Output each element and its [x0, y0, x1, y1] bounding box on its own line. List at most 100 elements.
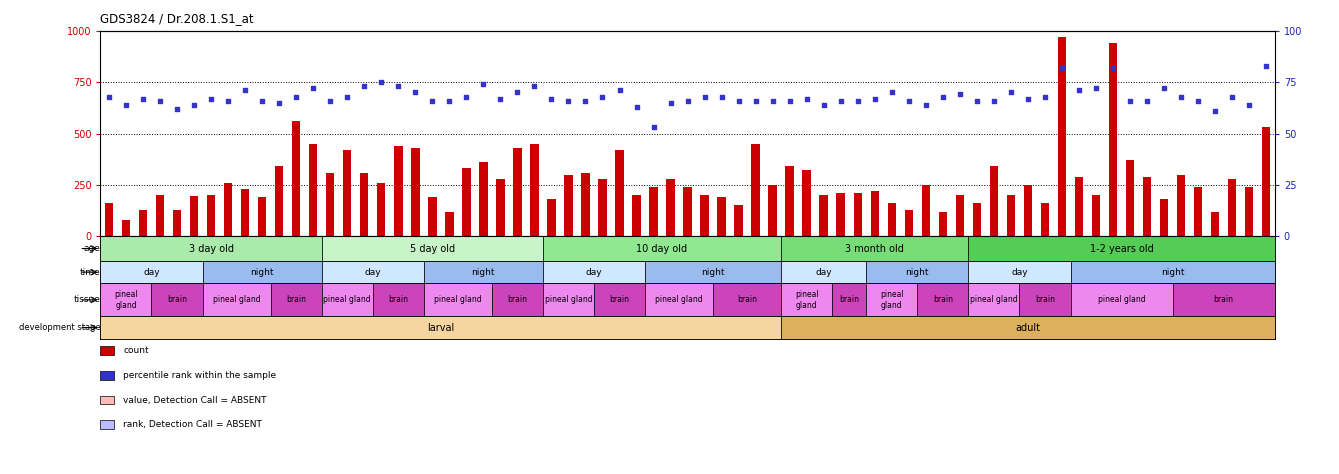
Point [660, 99, 682, 107]
Bar [100, 316, 781, 339]
Point [1137, 97, 1158, 104]
Point [574, 97, 596, 104]
Point [1102, 64, 1123, 72]
Text: brain: brain [1035, 295, 1055, 304]
Bar [100, 261, 202, 283]
Bar [683, 187, 692, 236]
Text: pineal gland: pineal gland [1098, 295, 1145, 304]
Point [625, 103, 647, 110]
Bar [781, 283, 833, 316]
Point [371, 78, 392, 86]
Bar [905, 210, 913, 236]
Bar [968, 283, 1019, 316]
Bar [751, 144, 761, 236]
Bar [667, 179, 675, 236]
Point [744, 97, 766, 104]
Text: pineal gland: pineal gland [434, 295, 482, 304]
Point [1205, 107, 1227, 115]
Point [558, 97, 580, 104]
Bar [241, 189, 249, 236]
Text: day: day [364, 268, 382, 277]
Bar [542, 283, 595, 316]
Point [1000, 89, 1022, 96]
Point [98, 93, 119, 100]
Text: 10 day old: 10 day old [636, 244, 688, 254]
Bar [292, 121, 300, 236]
Bar [1091, 195, 1101, 236]
Text: night: night [250, 268, 274, 277]
Bar [224, 183, 233, 236]
Point [1188, 97, 1209, 104]
Point [336, 93, 358, 100]
Bar [718, 197, 726, 236]
Bar [833, 283, 866, 316]
Text: larval: larval [427, 323, 454, 333]
Bar [917, 283, 968, 316]
Bar [394, 146, 403, 236]
Point [1221, 93, 1243, 100]
Point [285, 93, 307, 100]
Point [694, 93, 715, 100]
Text: night: night [1161, 268, 1185, 277]
Bar [173, 210, 181, 236]
Bar [139, 210, 147, 236]
Bar [360, 173, 368, 236]
Bar [1261, 128, 1271, 236]
Bar [1109, 43, 1117, 236]
Bar [1007, 195, 1015, 236]
Text: night: night [702, 268, 724, 277]
Bar [1142, 177, 1152, 236]
Point [166, 105, 187, 113]
Point [320, 97, 341, 104]
Text: 3 month old: 3 month old [845, 244, 904, 254]
Point [932, 93, 953, 100]
Bar [1040, 203, 1050, 236]
Point [234, 87, 256, 94]
Point [1153, 84, 1174, 92]
Point [455, 93, 477, 100]
Point [115, 101, 137, 109]
Point [387, 82, 408, 90]
Bar [321, 261, 423, 283]
Bar [202, 261, 321, 283]
Bar [100, 236, 321, 261]
Point [473, 81, 494, 88]
Point [728, 97, 750, 104]
Bar [270, 283, 321, 316]
Bar [479, 162, 487, 236]
Bar [445, 211, 454, 236]
Text: pineal gland: pineal gland [213, 295, 260, 304]
Point [439, 97, 461, 104]
Bar [870, 191, 878, 236]
Text: value, Detection Call = ABSENT: value, Detection Call = ABSENT [123, 396, 266, 404]
Bar [645, 283, 714, 316]
Bar [769, 185, 777, 236]
Text: brain: brain [840, 295, 860, 304]
Point [1051, 64, 1073, 72]
Text: day: day [815, 268, 832, 277]
Point [524, 82, 545, 90]
Point [609, 87, 631, 94]
Point [848, 97, 869, 104]
Bar [1173, 283, 1275, 316]
Point [303, 84, 324, 92]
Bar [968, 236, 1275, 261]
Bar [921, 185, 931, 236]
Point [592, 93, 613, 100]
Point [506, 89, 528, 96]
Bar [321, 283, 372, 316]
Bar [714, 283, 781, 316]
Bar [274, 166, 284, 236]
Point [881, 89, 902, 96]
Bar [530, 144, 538, 236]
Bar [122, 220, 130, 236]
Text: pineal gland: pineal gland [655, 295, 703, 304]
Text: brain: brain [388, 295, 408, 304]
Bar [548, 199, 556, 236]
Bar [866, 283, 917, 316]
Point [949, 91, 971, 98]
Text: pineal
gland: pineal gland [795, 290, 818, 310]
Bar [343, 150, 351, 236]
Text: brain: brain [167, 295, 187, 304]
Bar [888, 203, 896, 236]
